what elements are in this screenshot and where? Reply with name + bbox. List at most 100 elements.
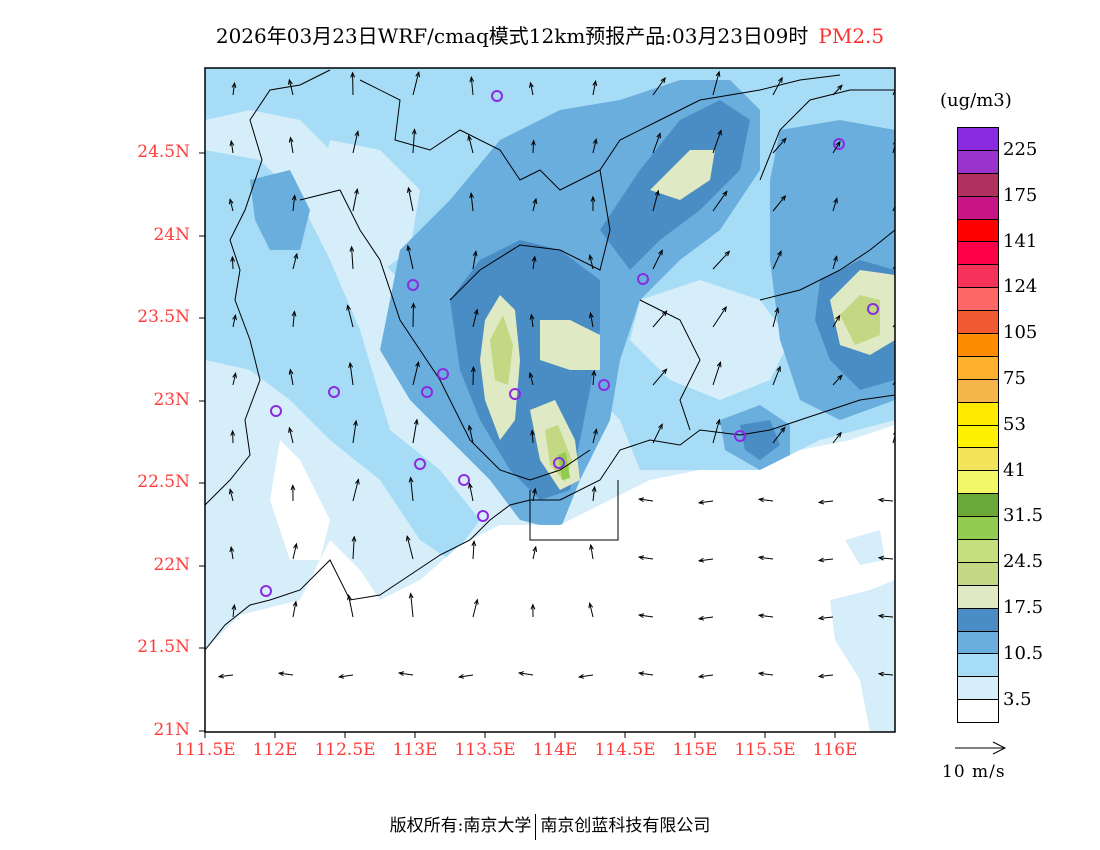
wind-arrow-icon [230,429,236,444]
field-band-pale [830,580,895,732]
wind-arrow-icon [467,482,474,502]
legend-swatch [958,265,998,289]
wind-arrow-icon [757,671,774,677]
wind-arrow-icon [712,70,721,96]
legend-swatch [958,494,998,518]
wind-arrow-icon [405,534,414,560]
wind-arrow-icon [349,245,355,270]
monitoring-station-marker [867,303,879,315]
legend-swatch [958,540,998,563]
wind-arrow-icon [832,197,838,212]
wind-arrow-icon [757,555,774,561]
monitoring-station-marker [509,388,521,400]
wind-arrow-icon [772,250,782,270]
wind-arrow-icon [877,613,894,619]
wind-arrow-icon [288,426,294,444]
legend-swatch [958,173,998,197]
wind-arrow-icon [517,671,534,676]
wind-arrow-icon [469,192,474,212]
wind-arrow-icon [590,195,596,212]
wind-arrow-icon [772,137,787,154]
legend-swatch [958,448,998,472]
wind-arrow-icon [291,194,297,212]
wind-arrow-icon [228,198,234,212]
wind-arrow-icon [406,244,414,270]
wind-arrow-icon [817,557,834,563]
wind-arrow-icon [832,374,843,386]
wind-arrow-icon [877,497,894,503]
wind-arrow-icon [877,555,894,561]
wind-arrow-icon [588,254,594,270]
legend-swatch [958,517,998,541]
lat-label: 22N [153,555,190,575]
wind-arrow-icon [592,428,598,444]
wind-arrow-icon [291,310,297,328]
wind-arrow-icon [832,431,842,444]
wind-arrow-icon [757,613,774,619]
map-frame [204,67,896,733]
field-band-white [270,440,330,560]
wind-arrow-icon [652,132,661,154]
field-band-pale [630,280,790,400]
wind-arrow-icon [637,555,654,561]
monitoring-station-marker [328,386,340,398]
wind-arrow-icon [290,484,296,502]
lat-label: 24N [153,225,190,245]
wind-arrow-icon [530,139,536,154]
wind-arrow-icon [697,557,714,563]
lat-label: 23N [153,390,190,410]
wind-arrow-icon [408,476,414,502]
monitoring-station-marker [553,457,565,469]
wind-arrow-icon [652,423,663,444]
legend-units: (ug/m3) [940,90,1012,111]
city-border [449,169,611,301]
monitoring-station-marker [491,90,503,102]
legend-swatch [958,128,998,151]
wind-arrow-icon [288,78,294,96]
wind-arrow-icon [532,487,537,502]
station-markers [260,90,879,597]
city-border [759,89,895,181]
wind-arrow-icon [229,139,235,154]
legend-swatch [958,334,998,357]
lat-label: 21N [153,720,190,740]
wind-arrow-icon [637,671,654,677]
legend-label: 10.5 [1003,642,1044,664]
field-band-pale-green [540,320,600,370]
field-band-medium-blue [250,170,310,250]
wind-arrow-icon [532,197,538,212]
wind-arrow-icon [772,194,787,212]
wind-arrow-icon [472,308,479,328]
legend-label: 41 [1003,459,1026,481]
legend-swatch [958,654,998,678]
wind-arrow-icon [231,603,237,618]
monitoring-station-marker [437,368,449,380]
wind-arrow-icon [352,478,360,502]
legend-label: 124 [1003,276,1038,298]
legend-swatch [958,425,998,449]
lat-label: 24.5N [137,142,190,162]
footer-divider [535,813,537,840]
wind-arrow-icon [469,76,475,96]
legend-swatch [958,288,998,312]
concentration-field [205,68,895,732]
wind-arrow-icon [652,189,660,212]
lon-label: 114.5E [594,740,656,760]
city-border [759,229,895,301]
lon-label: 115E [672,740,718,760]
title-variable: PM2.5 [818,24,885,48]
wind-arrow-icon [232,313,237,328]
wind-arrow-icon [877,671,894,677]
wind-arrow-icon [470,365,476,386]
lon-label: 113E [392,740,438,760]
wind-arrow-icon [232,372,237,386]
province-border [359,74,841,191]
wind-arrow-icon [292,542,298,560]
city-border [639,299,701,431]
lat-label: 23.5N [137,307,190,327]
wind-arrow-icon [528,371,534,386]
lon-label: 112E [252,740,298,760]
wind-arrow-icon [591,369,597,386]
wind-arrow-icon [412,70,421,96]
